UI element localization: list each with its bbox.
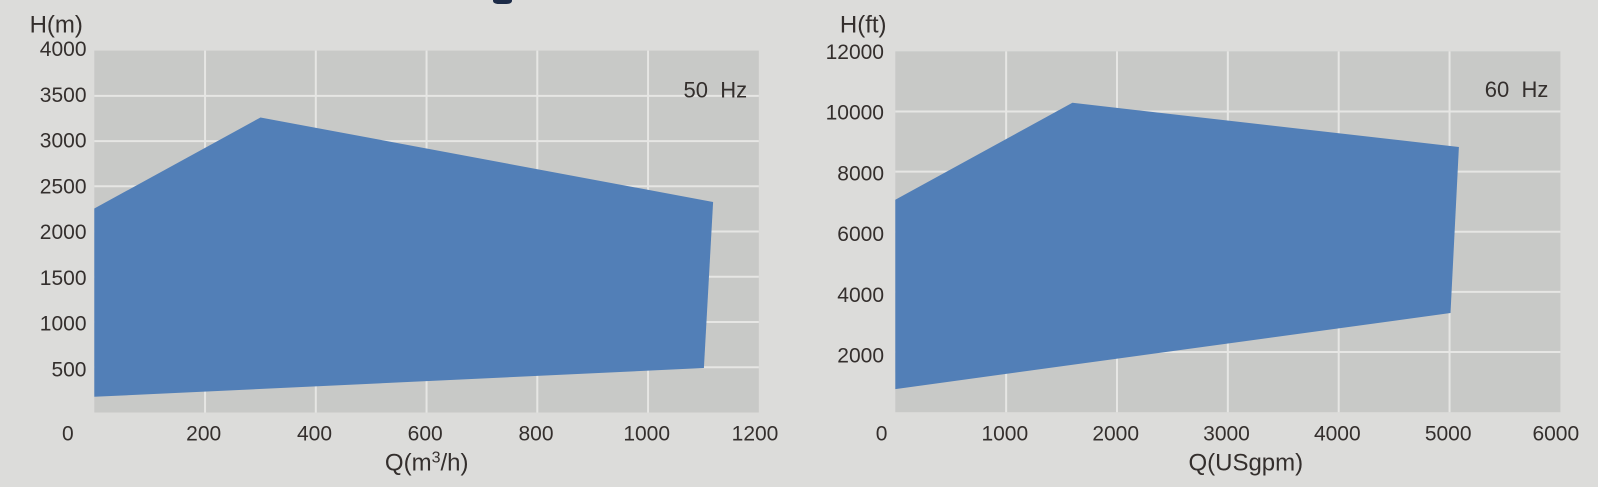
svg-text:2000: 2000 bbox=[40, 221, 87, 244]
svg-text:4000: 4000 bbox=[40, 38, 87, 61]
svg-text:0: 0 bbox=[62, 422, 74, 445]
svg-text:10000: 10000 bbox=[826, 102, 884, 125]
svg-text:1000: 1000 bbox=[981, 422, 1028, 445]
svg-text:Q(USgpm): Q(USgpm) bbox=[1188, 450, 1303, 477]
svg-text:5000: 5000 bbox=[1425, 422, 1472, 445]
svg-text:1000: 1000 bbox=[623, 422, 670, 445]
svg-text:1000: 1000 bbox=[40, 313, 87, 336]
svg-text:600: 600 bbox=[408, 422, 443, 445]
svg-text:6000: 6000 bbox=[1532, 422, 1579, 445]
svg-text:6000: 6000 bbox=[837, 223, 884, 246]
svg-text:2500: 2500 bbox=[40, 175, 87, 198]
svg-text:3000: 3000 bbox=[1203, 422, 1250, 445]
svg-text:1500: 1500 bbox=[40, 267, 87, 290]
svg-text:2000: 2000 bbox=[1092, 422, 1139, 445]
svg-text:200: 200 bbox=[186, 422, 221, 445]
svg-text:1200: 1200 bbox=[732, 422, 779, 445]
svg-text:3000: 3000 bbox=[40, 130, 87, 153]
svg-text:400: 400 bbox=[297, 422, 332, 445]
svg-text:500: 500 bbox=[51, 358, 86, 381]
svg-text:3500: 3500 bbox=[40, 84, 87, 107]
svg-text:Q(m3/h): Q(m3/h) bbox=[385, 450, 469, 477]
svg-text:60 Hz: 60 Hz bbox=[1485, 77, 1549, 102]
svg-text:12000: 12000 bbox=[826, 41, 884, 64]
svg-text:50 Hz: 50 Hz bbox=[684, 78, 748, 103]
svg-text:4000: 4000 bbox=[1314, 422, 1361, 445]
svg-text:2000: 2000 bbox=[837, 345, 884, 368]
svg-text:H(ft): H(ft) bbox=[840, 11, 887, 38]
svg-text:8000: 8000 bbox=[837, 162, 884, 185]
svg-text:H(m): H(m) bbox=[30, 11, 83, 38]
svg-text:4000: 4000 bbox=[837, 284, 884, 307]
svg-text:800: 800 bbox=[518, 422, 553, 445]
svg-text:0: 0 bbox=[876, 422, 888, 445]
